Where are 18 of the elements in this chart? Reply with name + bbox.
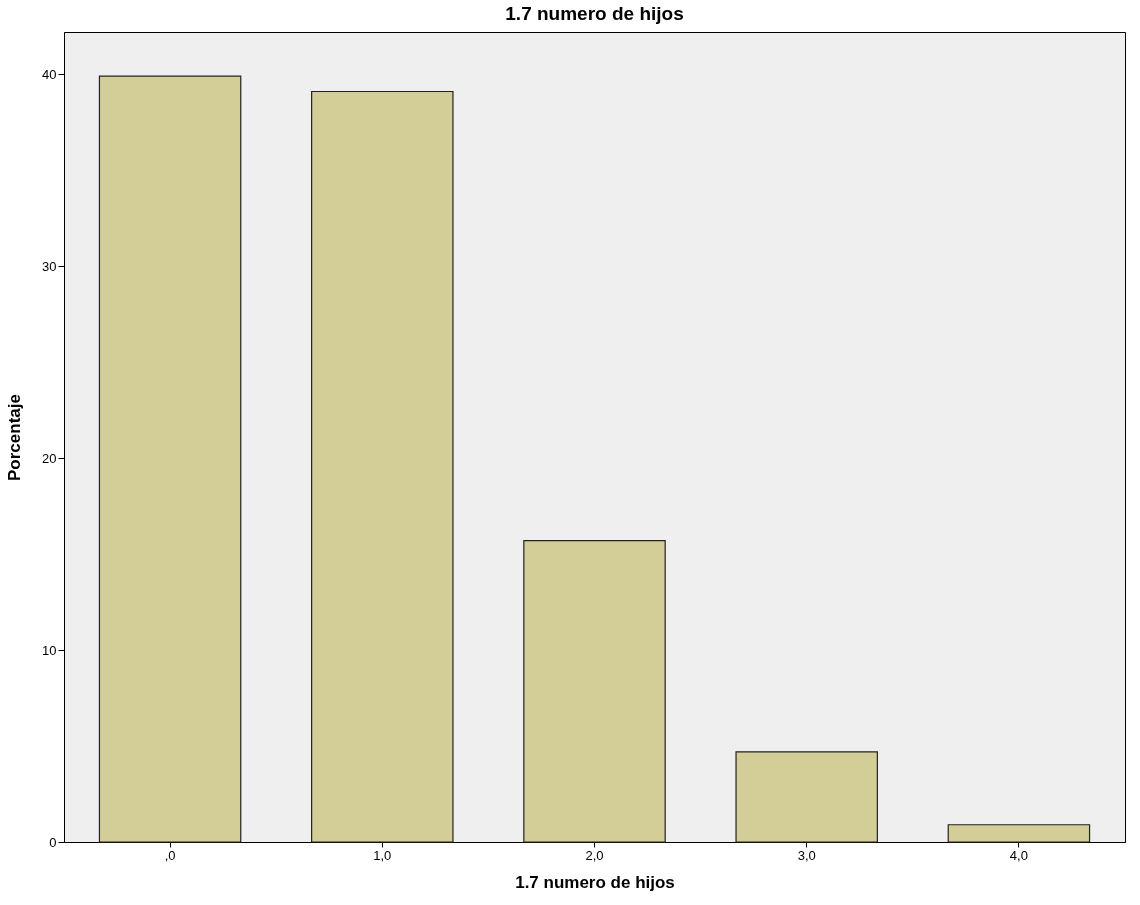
x-tick-label: 1,0 bbox=[373, 847, 392, 863]
x-tick-label: 3,0 bbox=[797, 847, 816, 863]
bar bbox=[98, 75, 242, 843]
x-tick-label: 4,0 bbox=[1009, 847, 1028, 863]
chart-title: 1.7 numero de hijos bbox=[505, 3, 684, 24]
y-tick-label: 0 bbox=[49, 834, 57, 850]
bar bbox=[947, 824, 1091, 843]
x-tick-label: ,0 bbox=[164, 847, 176, 863]
y-tick-label: 40 bbox=[42, 66, 57, 82]
bar bbox=[311, 90, 454, 843]
y-tick-label: 20 bbox=[42, 450, 57, 466]
x-tick-label: 2,0 bbox=[585, 847, 604, 863]
y-tick-label: 10 bbox=[42, 642, 57, 658]
x-axis-title: 1.7 numero de hijos bbox=[515, 872, 675, 892]
bar bbox=[735, 751, 878, 843]
bar bbox=[523, 540, 666, 843]
y-axis-title: Porcentaje bbox=[5, 394, 25, 481]
y-tick-label: 30 bbox=[42, 258, 57, 274]
